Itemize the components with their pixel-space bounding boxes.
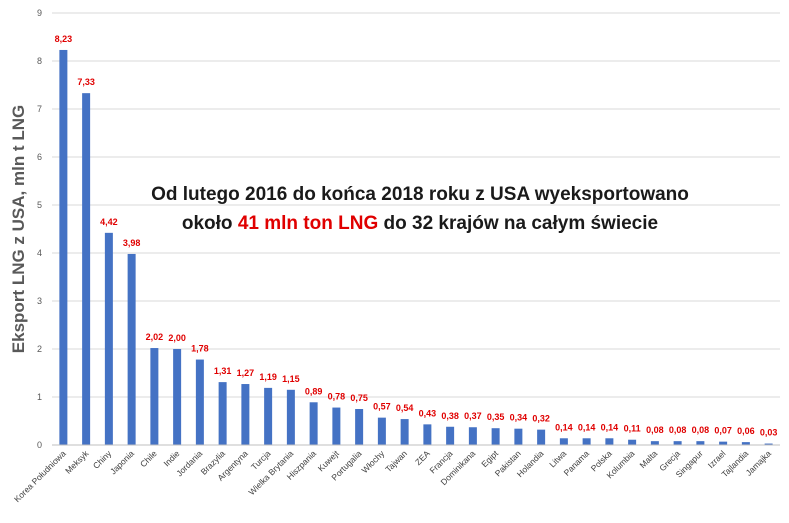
- bar: [195, 359, 204, 445]
- y-tick-label: 9: [37, 8, 42, 18]
- data-label: 0,57: [373, 402, 391, 412]
- bar: [650, 441, 659, 445]
- bar: [514, 428, 523, 445]
- data-label: 0,07: [714, 426, 732, 436]
- x-category-label: Korea Południowa: [12, 448, 68, 504]
- bar: [400, 419, 409, 445]
- data-label: 0,78: [328, 392, 346, 402]
- data-label: 1,19: [259, 372, 277, 382]
- data-label: 0,08: [669, 425, 687, 435]
- data-label: 0,89: [305, 386, 323, 396]
- data-label: 0,38: [441, 411, 459, 421]
- bar: [696, 441, 705, 445]
- data-label: 0,08: [692, 425, 710, 435]
- data-label: 1,15: [282, 374, 300, 384]
- bar: [491, 428, 500, 445]
- y-tick-label: 7: [37, 104, 42, 114]
- data-label: 1,31: [214, 366, 232, 376]
- bar: [719, 441, 728, 445]
- annotation-line-2-start: około: [181, 213, 238, 234]
- data-label: 0,14: [601, 422, 619, 432]
- data-label: 0,32: [532, 414, 550, 424]
- data-label: 7,33: [77, 77, 95, 87]
- annotation-line-2-end: do 32 krajów na całym świecie: [378, 213, 659, 234]
- bar: [82, 93, 91, 445]
- bar: [764, 443, 773, 445]
- bar: [628, 439, 637, 445]
- data-label: 1,78: [191, 344, 209, 354]
- data-label: 1,27: [237, 368, 255, 378]
- annotation-line-2: około 41 mln ton LNG do 32 krajów na cał…: [130, 209, 710, 238]
- y-tick-label: 8: [37, 56, 42, 66]
- bar: [264, 387, 273, 445]
- bar: [309, 402, 318, 445]
- y-tick-label: 0: [37, 440, 42, 450]
- bar: [332, 407, 341, 445]
- x-category-label: Tajwan: [383, 448, 409, 474]
- data-label: 0,11: [624, 424, 641, 434]
- bar: [377, 417, 386, 445]
- data-label: 0,06: [737, 426, 755, 436]
- data-label: 0,54: [396, 403, 414, 413]
- bar: [673, 441, 682, 445]
- x-category-label: Chile: [138, 448, 159, 469]
- x-category-label: Indie: [161, 448, 181, 468]
- data-label: 0,14: [578, 422, 596, 432]
- data-label: 0,03: [760, 428, 778, 438]
- bar: [605, 438, 614, 445]
- bar: [355, 409, 364, 445]
- data-labels: 8,23 7,33 4,42 3,98 2,02 2,00 1,78 1,31 1,27 1,19…: [55, 34, 778, 438]
- y-axis-title: Eksport LNG z USA, mln t LNG: [9, 105, 28, 353]
- bar: [59, 49, 68, 446]
- bar: [741, 442, 750, 445]
- y-axis-ticks: 0 1 2 3 4 5 6 7 8 9: [37, 8, 42, 450]
- bar: [241, 384, 250, 445]
- x-category-label: Japonia: [108, 448, 136, 476]
- bar: [150, 348, 159, 445]
- y-tick-label: 3: [37, 296, 42, 306]
- x-category-label: Meksyk: [63, 448, 91, 476]
- bar: [468, 427, 477, 445]
- x-category-label: Włochy: [360, 448, 387, 475]
- data-label: 0,75: [350, 393, 368, 403]
- data-label: 0,08: [646, 425, 664, 435]
- bar: [286, 389, 295, 445]
- y-tick-label: 4: [37, 248, 42, 258]
- data-label: 4,42: [100, 217, 118, 227]
- data-label: 2,00: [168, 333, 186, 343]
- y-tick-label: 6: [37, 152, 42, 162]
- data-label: 0,35: [487, 412, 505, 422]
- data-label: 8,23: [55, 34, 73, 44]
- bar: [127, 253, 136, 445]
- data-label: 0,37: [464, 411, 482, 421]
- annotation-highlight: 41 mln ton LNG: [237, 213, 379, 234]
- data-label: 0,34: [510, 413, 528, 423]
- annotation-line-1: Od lutego 2016 do końca 2018 roku z USA …: [151, 184, 689, 205]
- data-label: 2,02: [146, 332, 164, 342]
- bar: [218, 382, 227, 445]
- bar: [173, 349, 182, 445]
- y-tick-label: 1: [37, 392, 42, 402]
- bar: [446, 426, 455, 445]
- x-category-label: Malta: [638, 448, 660, 470]
- x-category-label: Panama: [562, 448, 592, 478]
- data-label: 0,43: [419, 408, 437, 418]
- bar: [104, 232, 113, 445]
- bar: [559, 438, 568, 445]
- x-category-label: Jamajka: [744, 448, 774, 478]
- bars: [59, 49, 773, 446]
- data-label: 3,98: [123, 238, 141, 248]
- x-category-label: ZEA: [413, 448, 432, 467]
- bar: [423, 424, 432, 445]
- data-label: 0,14: [555, 422, 573, 432]
- y-tick-label: 2: [37, 344, 42, 354]
- chart-annotation: Od lutego 2016 do końca 2018 roku z USA …: [130, 180, 710, 238]
- bar: [582, 438, 591, 445]
- bar: [537, 429, 546, 445]
- y-tick-label: 5: [37, 200, 42, 210]
